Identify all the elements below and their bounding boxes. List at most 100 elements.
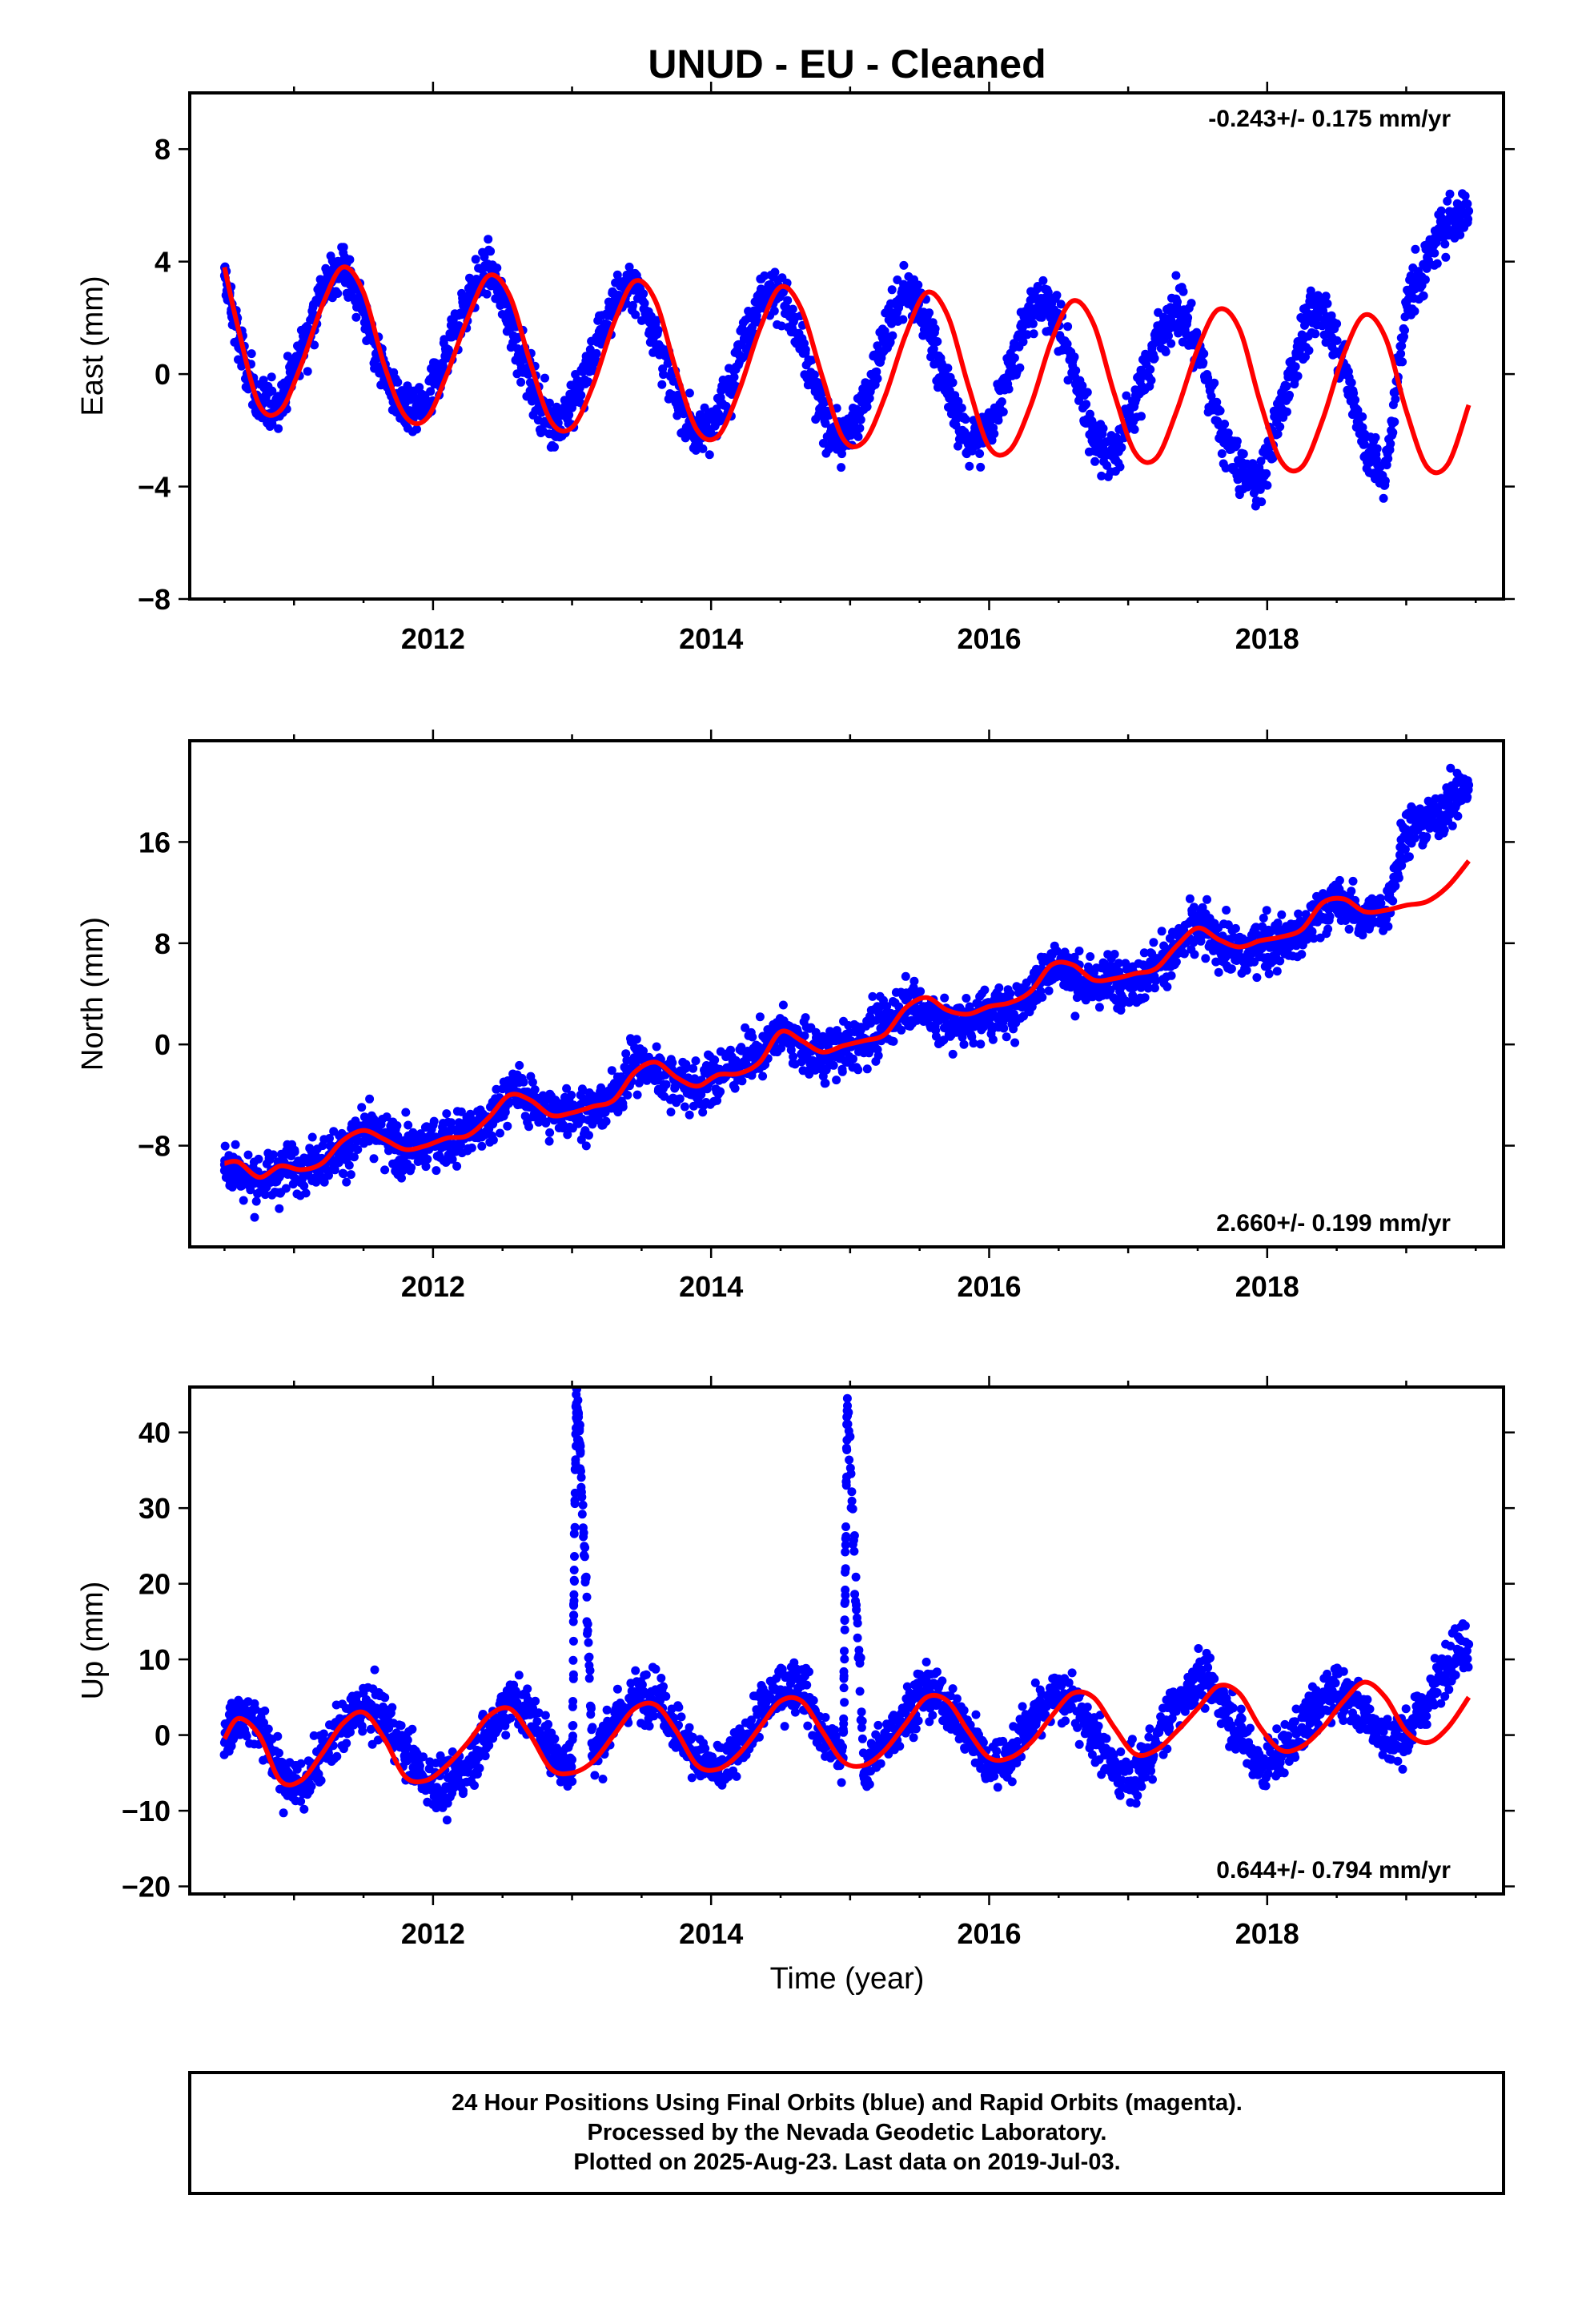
data-point <box>837 1067 847 1076</box>
data-point <box>369 1154 379 1164</box>
data-point <box>1275 422 1285 432</box>
data-point <box>948 378 958 388</box>
data-point <box>260 1190 270 1200</box>
data-point <box>685 1110 694 1120</box>
data-point <box>1344 924 1354 934</box>
data-point <box>1306 286 1315 296</box>
data-point <box>1410 307 1419 316</box>
data-point <box>1268 453 1278 463</box>
data-point <box>426 387 436 396</box>
data-point <box>1441 252 1451 262</box>
data-point <box>1420 275 1430 284</box>
data-point <box>716 1087 725 1096</box>
data-point <box>423 1155 432 1164</box>
data-point <box>832 1076 841 1085</box>
plot-area <box>219 189 1474 511</box>
data-point <box>338 257 347 267</box>
data-point <box>339 1169 348 1179</box>
data-point <box>504 313 514 323</box>
data-point <box>618 1102 628 1112</box>
data-point <box>1122 391 1131 400</box>
data-point <box>273 1731 283 1741</box>
data-points <box>219 189 1474 511</box>
data-point <box>1178 287 1188 296</box>
data-point <box>407 1163 416 1172</box>
data-point <box>954 396 963 406</box>
data-points <box>219 1387 1474 1825</box>
data-point <box>698 444 708 453</box>
data-point <box>279 1808 288 1818</box>
data-point <box>1327 311 1336 320</box>
data-point <box>965 461 974 471</box>
data-point <box>1463 199 1472 208</box>
data-point <box>588 1109 598 1119</box>
x-tick-label: 2014 <box>679 1270 743 1303</box>
data-point <box>309 1731 319 1740</box>
data-point <box>227 1741 236 1751</box>
data-point <box>1410 834 1419 842</box>
data-point <box>705 450 714 460</box>
data-point <box>1390 417 1399 427</box>
data-point <box>584 377 593 387</box>
data-point <box>412 424 421 434</box>
data-point <box>691 445 701 455</box>
data-point <box>925 308 934 318</box>
data-point <box>1396 349 1406 359</box>
data-point <box>1232 436 1242 446</box>
data-point <box>1307 927 1317 936</box>
data-point <box>1318 302 1327 312</box>
data-point <box>1358 931 1367 940</box>
data-point <box>1171 271 1181 280</box>
data-point <box>837 463 846 472</box>
y-tick-label: −8 <box>138 1130 171 1163</box>
data-point <box>976 1039 986 1049</box>
data-point <box>777 321 786 331</box>
data-point <box>783 296 793 305</box>
data-point <box>588 352 598 362</box>
x-tick-label: 2018 <box>1235 1270 1299 1303</box>
data-point <box>231 1140 240 1149</box>
data-point <box>1171 957 1181 967</box>
data-point <box>254 1154 263 1164</box>
data-point <box>1235 468 1244 477</box>
data-point <box>1082 388 1092 397</box>
data-point <box>821 1079 830 1088</box>
data-point <box>755 1046 765 1055</box>
data-points <box>219 763 1474 1222</box>
data-point <box>698 1108 708 1117</box>
data-point <box>1164 331 1173 340</box>
data-point <box>1262 468 1271 478</box>
data-point <box>296 1160 306 1169</box>
chart-title: UNUD - EU - Cleaned <box>648 42 1046 86</box>
data-point <box>1130 424 1139 434</box>
data-point <box>1436 212 1446 222</box>
data-point <box>393 1132 403 1140</box>
data-point <box>290 1147 299 1156</box>
data-point <box>898 315 908 324</box>
data-point <box>351 312 361 322</box>
data-point <box>1446 763 1456 773</box>
data-point <box>1297 330 1307 340</box>
data-point <box>268 1150 278 1160</box>
data-point <box>338 1148 347 1156</box>
data-point <box>1423 818 1431 828</box>
data-point <box>713 408 723 418</box>
data-point <box>1263 480 1272 490</box>
data-point <box>1432 259 1442 268</box>
data-point <box>976 462 986 472</box>
data-point <box>1231 923 1240 933</box>
data-point <box>809 370 819 380</box>
data-point <box>1386 439 1395 448</box>
data-point <box>301 1188 311 1198</box>
data-point <box>965 1002 974 1011</box>
data-point <box>957 404 966 412</box>
data-point <box>484 263 493 272</box>
data-point <box>1130 976 1140 986</box>
data-point <box>1297 950 1307 959</box>
data-point <box>242 1731 251 1741</box>
data-point <box>259 376 268 385</box>
data-point <box>584 1131 593 1140</box>
data-point <box>789 1052 798 1061</box>
data-point <box>1146 364 1155 374</box>
